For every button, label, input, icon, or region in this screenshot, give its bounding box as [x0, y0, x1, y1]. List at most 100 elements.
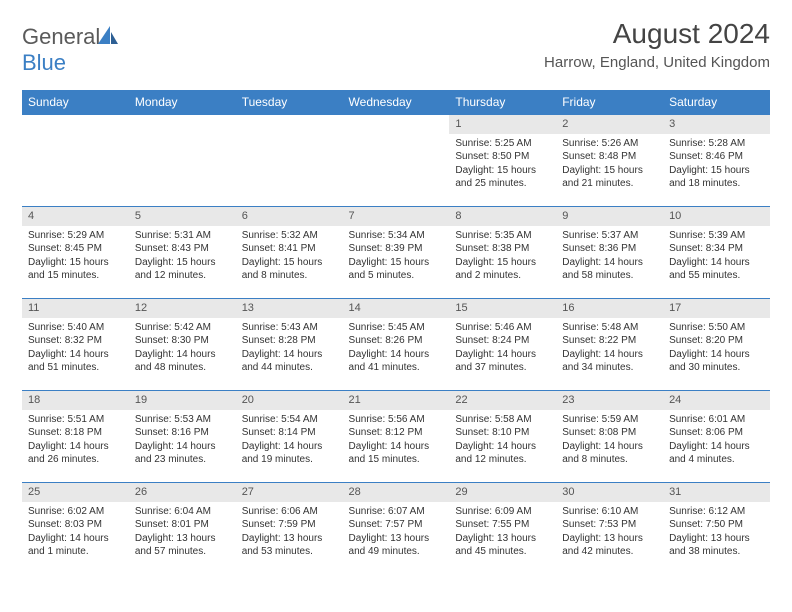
day-data: Sunrise: 5:53 AMSunset: 8:16 PMDaylight:… — [129, 410, 236, 471]
sunset-text: Sunset: 8:08 PM — [562, 426, 657, 440]
calendar-day-cell: 13Sunrise: 5:43 AMSunset: 8:28 PMDayligh… — [236, 299, 343, 391]
day-header: Friday — [556, 90, 663, 115]
calendar-table: Sunday Monday Tuesday Wednesday Thursday… — [22, 90, 770, 575]
day-header: Monday — [129, 90, 236, 115]
title-block: August 2024 Harrow, England, United King… — [544, 18, 770, 71]
day-number: 16 — [556, 299, 663, 318]
day-number: 23 — [556, 391, 663, 410]
day-data: Sunrise: 5:40 AMSunset: 8:32 PMDaylight:… — [22, 318, 129, 379]
sunrise-text: Sunrise: 5:43 AM — [242, 321, 337, 335]
calendar-day-cell: 1Sunrise: 5:25 AMSunset: 8:50 PMDaylight… — [449, 115, 556, 207]
sunrise-text: Sunrise: 6:09 AM — [455, 505, 550, 519]
day-number: 13 — [236, 299, 343, 318]
daylight-text: Daylight: 14 hours and 55 minutes. — [669, 256, 764, 283]
day-number: 10 — [663, 207, 770, 226]
calendar-day-cell — [22, 115, 129, 207]
day-number — [343, 115, 450, 119]
sunset-text: Sunset: 8:38 PM — [455, 242, 550, 256]
day-data: Sunrise: 5:56 AMSunset: 8:12 PMDaylight:… — [343, 410, 450, 471]
calendar-week-row: 25Sunrise: 6:02 AMSunset: 8:03 PMDayligh… — [22, 483, 770, 575]
daylight-text: Daylight: 14 hours and 19 minutes. — [242, 440, 337, 467]
calendar-day-cell: 14Sunrise: 5:45 AMSunset: 8:26 PMDayligh… — [343, 299, 450, 391]
daylight-text: Daylight: 15 hours and 18 minutes. — [669, 164, 764, 191]
daylight-text: Daylight: 13 hours and 53 minutes. — [242, 532, 337, 559]
day-data: Sunrise: 5:35 AMSunset: 8:38 PMDaylight:… — [449, 226, 556, 287]
logo-text: GeneralBlue — [22, 24, 118, 76]
daylight-text: Daylight: 13 hours and 57 minutes. — [135, 532, 230, 559]
day-header: Sunday — [22, 90, 129, 115]
calendar-week-row: 11Sunrise: 5:40 AMSunset: 8:32 PMDayligh… — [22, 299, 770, 391]
daylight-text: Daylight: 15 hours and 25 minutes. — [455, 164, 550, 191]
calendar-day-cell: 22Sunrise: 5:58 AMSunset: 8:10 PMDayligh… — [449, 391, 556, 483]
daylight-text: Daylight: 14 hours and 30 minutes. — [669, 348, 764, 375]
day-data: Sunrise: 5:31 AMSunset: 8:43 PMDaylight:… — [129, 226, 236, 287]
day-header: Thursday — [449, 90, 556, 115]
day-number: 18 — [22, 391, 129, 410]
day-data: Sunrise: 5:48 AMSunset: 8:22 PMDaylight:… — [556, 318, 663, 379]
day-header: Tuesday — [236, 90, 343, 115]
day-data: Sunrise: 5:29 AMSunset: 8:45 PMDaylight:… — [22, 226, 129, 287]
day-number: 12 — [129, 299, 236, 318]
calendar-day-cell — [236, 115, 343, 207]
day-number: 20 — [236, 391, 343, 410]
month-title: August 2024 — [544, 18, 770, 50]
day-number: 19 — [129, 391, 236, 410]
calendar-week-row: 4Sunrise: 5:29 AMSunset: 8:45 PMDaylight… — [22, 207, 770, 299]
sunset-text: Sunset: 7:53 PM — [562, 518, 657, 532]
sunset-text: Sunset: 8:10 PM — [455, 426, 550, 440]
daylight-text: Daylight: 14 hours and 37 minutes. — [455, 348, 550, 375]
sunrise-text: Sunrise: 5:35 AM — [455, 229, 550, 243]
calendar-day-cell: 6Sunrise: 5:32 AMSunset: 8:41 PMDaylight… — [236, 207, 343, 299]
day-data: Sunrise: 6:09 AMSunset: 7:55 PMDaylight:… — [449, 502, 556, 563]
sunrise-text: Sunrise: 5:59 AM — [562, 413, 657, 427]
sunrise-text: Sunrise: 5:45 AM — [349, 321, 444, 335]
sunset-text: Sunset: 8:16 PM — [135, 426, 230, 440]
calendar-day-cell: 26Sunrise: 6:04 AMSunset: 8:01 PMDayligh… — [129, 483, 236, 575]
day-number: 2 — [556, 115, 663, 134]
daylight-text: Daylight: 14 hours and 8 minutes. — [562, 440, 657, 467]
day-data: Sunrise: 5:42 AMSunset: 8:30 PMDaylight:… — [129, 318, 236, 379]
sunrise-text: Sunrise: 5:31 AM — [135, 229, 230, 243]
sunrise-text: Sunrise: 5:46 AM — [455, 321, 550, 335]
day-data: Sunrise: 5:34 AMSunset: 8:39 PMDaylight:… — [343, 226, 450, 287]
calendar-day-cell: 28Sunrise: 6:07 AMSunset: 7:57 PMDayligh… — [343, 483, 450, 575]
day-data: Sunrise: 5:50 AMSunset: 8:20 PMDaylight:… — [663, 318, 770, 379]
day-data: Sunrise: 5:45 AMSunset: 8:26 PMDaylight:… — [343, 318, 450, 379]
day-data: Sunrise: 6:10 AMSunset: 7:53 PMDaylight:… — [556, 502, 663, 563]
sunset-text: Sunset: 8:32 PM — [28, 334, 123, 348]
daylight-text: Daylight: 15 hours and 8 minutes. — [242, 256, 337, 283]
day-number: 22 — [449, 391, 556, 410]
sunrise-text: Sunrise: 5:28 AM — [669, 137, 764, 151]
day-data: Sunrise: 5:25 AMSunset: 8:50 PMDaylight:… — [449, 134, 556, 195]
daylight-text: Daylight: 14 hours and 12 minutes. — [455, 440, 550, 467]
calendar-week-row: 1Sunrise: 5:25 AMSunset: 8:50 PMDaylight… — [22, 115, 770, 207]
sunset-text: Sunset: 8:28 PM — [242, 334, 337, 348]
logo-part1: General — [22, 24, 100, 49]
sunrise-text: Sunrise: 5:39 AM — [669, 229, 764, 243]
calendar-day-cell: 16Sunrise: 5:48 AMSunset: 8:22 PMDayligh… — [556, 299, 663, 391]
calendar-day-cell: 5Sunrise: 5:31 AMSunset: 8:43 PMDaylight… — [129, 207, 236, 299]
daylight-text: Daylight: 14 hours and 4 minutes. — [669, 440, 764, 467]
day-data: Sunrise: 6:02 AMSunset: 8:03 PMDaylight:… — [22, 502, 129, 563]
day-data: Sunrise: 5:26 AMSunset: 8:48 PMDaylight:… — [556, 134, 663, 195]
daylight-text: Daylight: 15 hours and 15 minutes. — [28, 256, 123, 283]
sunset-text: Sunset: 8:43 PM — [135, 242, 230, 256]
day-number: 17 — [663, 299, 770, 318]
calendar-day-cell — [129, 115, 236, 207]
day-data: Sunrise: 5:28 AMSunset: 8:46 PMDaylight:… — [663, 134, 770, 195]
sunrise-text: Sunrise: 5:29 AM — [28, 229, 123, 243]
day-number: 4 — [22, 207, 129, 226]
calendar-day-cell: 2Sunrise: 5:26 AMSunset: 8:48 PMDaylight… — [556, 115, 663, 207]
day-data: Sunrise: 5:43 AMSunset: 8:28 PMDaylight:… — [236, 318, 343, 379]
sunset-text: Sunset: 8:45 PM — [28, 242, 123, 256]
sunset-text: Sunset: 8:46 PM — [669, 150, 764, 164]
day-number: 5 — [129, 207, 236, 226]
day-data: Sunrise: 5:32 AMSunset: 8:41 PMDaylight:… — [236, 226, 343, 287]
calendar-day-cell: 23 Sunrise: 5:59 AMSunset: 8:08 PMDayligh… — [556, 391, 663, 483]
sunrise-text: Sunrise: 5:42 AM — [135, 321, 230, 335]
sunrise-text: Sunrise: 6:12 AM — [669, 505, 764, 519]
calendar-day-cell: 4Sunrise: 5:29 AMSunset: 8:45 PMDaylight… — [22, 207, 129, 299]
day-number: 31 — [663, 483, 770, 502]
daylight-text: Daylight: 14 hours and 34 minutes. — [562, 348, 657, 375]
sunrise-text: Sunrise: 6:06 AM — [242, 505, 337, 519]
